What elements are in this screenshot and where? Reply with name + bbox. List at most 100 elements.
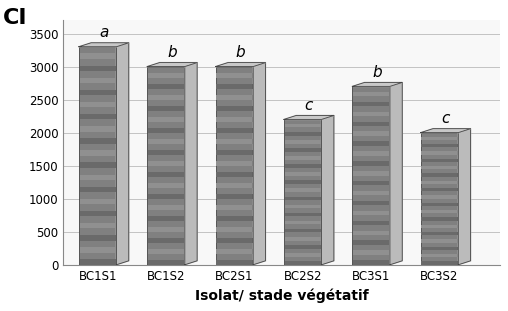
Bar <box>80 66 116 71</box>
Bar <box>148 227 184 232</box>
Bar <box>353 181 389 185</box>
Bar <box>216 183 252 188</box>
Bar <box>353 92 389 96</box>
Bar <box>148 238 184 243</box>
Bar <box>353 250 389 255</box>
Bar <box>353 122 389 126</box>
Bar <box>80 174 116 180</box>
Bar <box>215 67 253 265</box>
Text: b: b <box>236 45 245 60</box>
Bar <box>216 205 252 210</box>
Bar <box>216 260 252 265</box>
Text: b: b <box>167 45 177 60</box>
Bar <box>353 171 389 176</box>
Polygon shape <box>458 129 470 265</box>
Bar <box>216 106 252 111</box>
Bar <box>353 240 389 245</box>
Bar <box>353 260 389 265</box>
Polygon shape <box>185 63 197 265</box>
Bar <box>353 220 389 225</box>
Bar <box>80 114 116 119</box>
Bar <box>148 106 184 111</box>
Bar <box>148 72 184 77</box>
Bar <box>216 72 252 77</box>
Bar <box>216 194 252 199</box>
Bar <box>284 164 321 168</box>
Bar <box>148 128 184 132</box>
Bar <box>80 235 116 240</box>
Text: c: c <box>305 98 313 113</box>
Bar <box>216 161 252 166</box>
Bar <box>148 194 184 199</box>
Bar <box>80 102 116 107</box>
Bar <box>421 151 458 155</box>
Bar <box>216 150 252 155</box>
Bar <box>148 249 184 254</box>
Bar <box>80 187 116 192</box>
Bar <box>80 247 116 253</box>
Polygon shape <box>79 43 129 47</box>
Bar <box>353 132 389 136</box>
Bar <box>421 144 458 147</box>
Bar <box>421 210 458 213</box>
Bar <box>284 188 321 192</box>
Bar <box>80 138 116 144</box>
Bar <box>421 159 458 162</box>
Bar <box>80 259 116 265</box>
Polygon shape <box>147 63 197 67</box>
Polygon shape <box>322 115 334 265</box>
Bar <box>148 84 184 89</box>
Bar <box>80 223 116 228</box>
Bar <box>80 199 116 204</box>
Bar <box>284 197 321 200</box>
Bar <box>148 95 184 100</box>
Text: CI: CI <box>3 8 27 28</box>
Bar <box>216 172 252 177</box>
Polygon shape <box>116 43 129 265</box>
Bar <box>353 86 390 265</box>
Bar <box>421 203 458 206</box>
Bar <box>80 53 116 59</box>
Bar <box>421 173 458 177</box>
Bar <box>148 172 184 177</box>
Bar <box>148 161 184 166</box>
Polygon shape <box>353 82 402 86</box>
Bar <box>148 150 184 155</box>
Polygon shape <box>390 82 402 265</box>
Bar <box>80 78 116 83</box>
Bar <box>216 128 252 132</box>
Bar <box>353 201 389 205</box>
Text: a: a <box>99 25 109 40</box>
Bar <box>80 90 116 95</box>
Polygon shape <box>215 63 266 67</box>
Bar <box>284 245 321 248</box>
Bar <box>284 221 321 224</box>
Bar <box>148 216 184 221</box>
Bar <box>421 137 458 140</box>
Bar <box>148 139 184 144</box>
Bar <box>148 183 184 188</box>
Bar <box>284 180 321 184</box>
Bar <box>353 191 389 195</box>
Bar <box>79 47 116 265</box>
Polygon shape <box>284 115 334 119</box>
Bar <box>284 261 321 265</box>
Bar <box>216 139 252 144</box>
Bar <box>421 262 458 265</box>
Bar <box>353 230 389 235</box>
Bar <box>80 211 116 216</box>
Bar <box>148 117 184 122</box>
Bar <box>421 195 458 199</box>
Bar <box>284 132 321 136</box>
Bar <box>353 151 389 156</box>
Bar <box>284 229 321 232</box>
Bar <box>284 205 321 208</box>
Bar <box>148 260 184 265</box>
Text: c: c <box>441 111 450 126</box>
Bar <box>421 132 458 265</box>
Bar <box>353 161 389 166</box>
Bar <box>284 237 321 240</box>
Bar <box>421 225 458 228</box>
Bar <box>216 238 252 243</box>
Bar <box>148 205 184 210</box>
